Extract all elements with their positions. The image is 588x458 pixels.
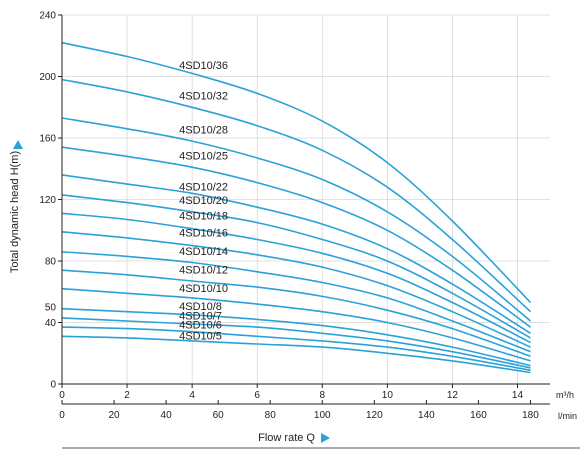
x-axis-title: Flow rate Q: [258, 432, 315, 444]
x-tick-label-lmin: 100: [314, 410, 331, 421]
x-tick-label-m3h: 12: [447, 390, 459, 401]
curve-4sd10-28: [61, 117, 532, 322]
series-label: 4SD10/6: [179, 320, 222, 332]
series-label: 4SD10/10: [179, 283, 228, 295]
x-unit-m3h: m³/h: [556, 390, 574, 400]
y-tick-label: 240: [39, 11, 56, 22]
y-axis-title: Total dynamic head H(m): [9, 151, 21, 273]
x-tick-label-lmin: 120: [366, 410, 383, 421]
y-tick-label: 0: [50, 380, 56, 391]
series-label: 4SD10/36: [179, 60, 228, 72]
series-label: 4SD10/12: [179, 264, 228, 276]
series-label: 4SD10/7: [179, 310, 222, 322]
series-label: 4SD10/5: [179, 330, 222, 342]
curve-4sd10-32: [61, 78, 532, 313]
x-axis-arrow-icon: [321, 433, 330, 443]
series-label: 4SD10/22: [179, 181, 228, 193]
x-tick-label-lmin: 180: [522, 410, 539, 421]
y-tick-label: 40: [45, 318, 57, 329]
x-tick-label-m3h: 14: [512, 390, 524, 401]
curve-4sd10-25: [61, 146, 531, 328]
series-label: 4SD10/28: [179, 124, 228, 136]
y-tick-label: 160: [39, 134, 56, 145]
x-tick-label-lmin: 160: [470, 410, 487, 421]
x-tick-label-lmin: 140: [418, 410, 435, 421]
curve-4sd10-14: [61, 251, 531, 353]
x-tick-label-lmin: 20: [108, 410, 120, 421]
y-axis-arrow-icon: [13, 140, 23, 149]
series-label: 4SD10/32: [179, 91, 228, 103]
y-tick-label: 50: [45, 303, 57, 314]
x-tick-label-m3h: 8: [319, 390, 325, 401]
curve-4sd10-20: [61, 194, 531, 339]
x-tick-label-lmin: 60: [213, 410, 225, 421]
series-label: 4SD10/20: [179, 195, 228, 207]
curve-4sd10-12: [61, 269, 531, 358]
series-label: 4SD10/25: [179, 151, 228, 163]
y-tick-label: 200: [39, 72, 56, 83]
series-label: 4SD10/18: [179, 210, 228, 222]
grid: [62, 14, 550, 384]
x-tick-label-m3h: 0: [59, 390, 65, 401]
series-labels: 4SD10/36 4SD10/32 4SD10/28 4SD10/25 4SD10/22…: [179, 60, 228, 343]
x-tick-label-lmin: 80: [265, 410, 277, 421]
x-tick-label-m3h: 6: [254, 390, 260, 401]
performance-curves: [61, 41, 532, 374]
curve-4sd10-16: [61, 231, 531, 348]
x-tick-label-lmin: 40: [161, 410, 173, 421]
curve-4sd10-5: [61, 335, 531, 374]
x-tick-label-m3h: 2: [124, 390, 130, 401]
x-tick-label-m3h: 4: [189, 390, 195, 401]
x-tick-label-lmin: 0: [59, 410, 65, 421]
curve-4sd10-36: [61, 41, 532, 304]
y-tick-label: 80: [45, 257, 57, 268]
series-label: 4SD10/16: [179, 227, 228, 239]
x-tick-label-m3h: 10: [382, 390, 394, 401]
curve-4sd10-8: [61, 307, 531, 367]
curve-4sd10-7: [61, 317, 531, 369]
y-tick-label: 120: [39, 195, 56, 206]
series-label: 4SD10/14: [179, 246, 228, 258]
x-unit-lmin: l/min: [558, 411, 577, 421]
curve-4sd10-6: [61, 326, 531, 371]
curve-4sd10-22: [61, 174, 531, 334]
curve-4sd10-10: [61, 287, 531, 362]
curve-4sd10-18: [61, 212, 531, 344]
series-label: 4SD10/8: [179, 301, 222, 313]
